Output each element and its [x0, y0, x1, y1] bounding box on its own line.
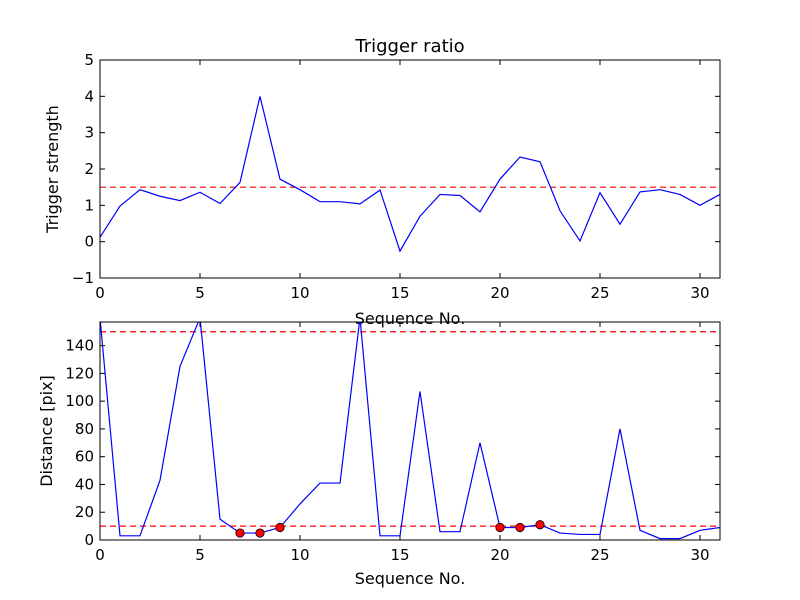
- y-tick-label-7: 140: [65, 337, 94, 355]
- y-tick-label-4: 80: [75, 420, 94, 438]
- x-tick-label-3: 15: [390, 546, 409, 564]
- x-tick-label-6: 30: [690, 284, 709, 302]
- highlight-marker-3: [495, 522, 505, 533]
- data-series: [100, 322, 720, 540]
- data-markers: [235, 520, 545, 538]
- series-line-0: [100, 96, 720, 253]
- highlight-marker-5: [535, 520, 545, 530]
- y-tick-label-4: 3: [84, 124, 94, 142]
- highlight-marker-1: [255, 528, 265, 538]
- y-tick-label-0: 0: [84, 531, 94, 549]
- highlight-marker-2: [275, 522, 285, 533]
- x-tick-label-5: 25: [590, 284, 609, 302]
- x-tick-label-2: 10: [290, 284, 309, 302]
- y-tick-label-5: 100: [65, 392, 94, 410]
- y-tick-label-6: 5: [84, 51, 94, 69]
- x-tick-label-1: 5: [195, 546, 205, 564]
- threshold-lines: [100, 331, 720, 527]
- x-tick-label-1: 5: [195, 284, 205, 302]
- y-tick-label-5: 4: [84, 87, 94, 105]
- x-tick-label-5: 25: [590, 546, 609, 564]
- y-ticks: −1 0 1 2 3 4 5: [72, 51, 720, 287]
- y-tick-label-2: 1: [84, 196, 94, 214]
- x-tick-label-2: 10: [290, 546, 309, 564]
- y-axis-label: Distance [pix]: [37, 375, 56, 487]
- distance-panel: 0 5 10 15 20 25 30 0 20 40 60 80 100 120 140 Sequence…: [37, 321, 721, 588]
- x-ticks: 0 5 10 15 20 25 30: [95, 60, 710, 302]
- y-tick-label-2: 40: [75, 475, 94, 493]
- y-tick-label-0: −1: [72, 269, 94, 287]
- y-tick-label-1: 20: [75, 503, 94, 521]
- plot-frame: [99, 321, 721, 541]
- y-tick-label-3: 2: [84, 160, 94, 178]
- highlight-marker-0: [235, 528, 245, 538]
- x-axis-label: Sequence No.: [355, 309, 466, 328]
- x-tick-label-0: 0: [95, 284, 105, 302]
- x-ticks: 0 5 10 15 20 25 30: [95, 322, 710, 564]
- highlight-marker-4: [515, 522, 525, 533]
- x-tick-label-0: 0: [95, 546, 105, 564]
- chart-title: Trigger ratio: [354, 36, 464, 57]
- y-tick-label-3: 60: [75, 448, 94, 466]
- series-line-0: [100, 322, 720, 540]
- x-tick-label-3: 15: [390, 284, 409, 302]
- data-series: [100, 96, 720, 253]
- y-ticks: 0 20 40 60 80 100 120 140: [65, 337, 720, 549]
- x-tick-label-4: 20: [490, 284, 509, 302]
- y-tick-label-1: 0: [84, 233, 94, 251]
- y-axis-label: Trigger strength: [43, 105, 62, 234]
- x-tick-label-6: 30: [690, 546, 709, 564]
- x-axis-label: Sequence No.: [355, 569, 466, 588]
- x-tick-label-4: 20: [490, 546, 509, 564]
- y-tick-label-6: 120: [65, 364, 94, 382]
